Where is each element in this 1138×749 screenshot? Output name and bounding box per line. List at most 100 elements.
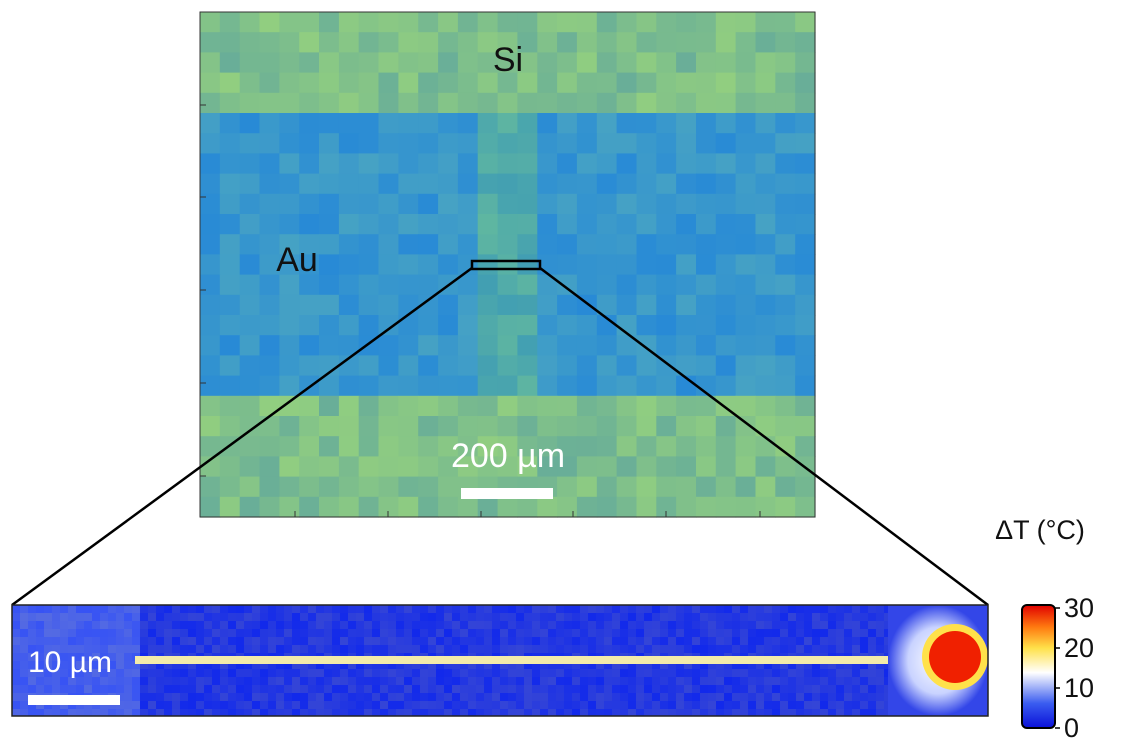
map-cell — [852, 629, 860, 637]
map-cell — [517, 113, 537, 134]
map-cell — [339, 396, 359, 417]
map-cell — [252, 685, 260, 693]
map-cell — [364, 605, 372, 613]
map-cell — [319, 52, 339, 73]
map-cell — [240, 295, 260, 316]
map-cell — [28, 605, 36, 613]
map-cell — [204, 685, 212, 693]
map-cell — [772, 685, 780, 693]
map-cell — [438, 214, 458, 235]
map-cell — [604, 621, 612, 629]
map-cell — [418, 416, 438, 437]
map-cell — [668, 685, 676, 693]
map-cell — [617, 497, 637, 518]
map-cell — [220, 605, 228, 613]
map-cell — [780, 605, 788, 613]
map-cell — [140, 693, 148, 701]
map-cell — [164, 669, 172, 677]
map-cell — [868, 709, 876, 716]
map-cell — [780, 669, 788, 677]
map-cell — [398, 12, 418, 33]
map-cell — [692, 605, 700, 613]
map-cell — [388, 637, 396, 645]
map-cell — [356, 645, 364, 653]
map-cell — [100, 629, 108, 637]
map-cell — [108, 613, 116, 621]
map-cell — [240, 477, 260, 498]
map-cell — [696, 456, 716, 477]
map-cell — [537, 214, 557, 235]
map-cell — [116, 605, 124, 613]
map-cell — [220, 113, 240, 134]
map-cell — [517, 93, 537, 114]
map-cell — [124, 645, 132, 653]
map-cell — [596, 621, 604, 629]
map-cell — [692, 621, 700, 629]
map-cell — [652, 701, 660, 709]
map-cell — [359, 275, 379, 296]
map-cell — [379, 52, 399, 73]
map-cell — [748, 645, 756, 653]
map-cell — [696, 174, 716, 195]
map-cell — [637, 355, 657, 376]
map-cell — [468, 637, 476, 645]
map-cell — [319, 12, 339, 33]
map-cell — [484, 693, 492, 701]
map-cell — [260, 701, 268, 709]
map-cell — [628, 605, 636, 613]
map-cell — [164, 709, 172, 716]
map-cell — [468, 613, 476, 621]
map-cell — [220, 12, 240, 33]
map-cell — [252, 605, 260, 613]
map-cell — [380, 685, 388, 693]
map-cell — [412, 645, 420, 653]
map-cell — [676, 645, 684, 653]
map-cell — [716, 234, 736, 255]
map-cell — [708, 669, 716, 677]
map-cell — [116, 629, 124, 637]
map-cell — [540, 669, 548, 677]
map-cell — [220, 52, 240, 73]
map-cell — [740, 685, 748, 693]
map-cell — [517, 133, 537, 154]
map-cell — [556, 709, 564, 716]
map-cell — [388, 645, 396, 653]
map-cell — [418, 497, 438, 518]
map-cell — [484, 605, 492, 613]
map-cell — [637, 194, 657, 215]
map-cell — [418, 315, 438, 336]
map-cell — [660, 637, 668, 645]
map-cell — [92, 613, 100, 621]
map-cell — [438, 73, 458, 94]
map-cell — [252, 613, 260, 621]
label-si: Si — [493, 41, 523, 79]
map-cell — [524, 637, 532, 645]
map-cell — [332, 605, 340, 613]
map-cell — [652, 613, 660, 621]
map-cell — [20, 677, 28, 685]
map-cell — [676, 214, 696, 235]
map-cell — [364, 693, 372, 701]
map-cell — [20, 629, 28, 637]
map-cell — [148, 709, 156, 716]
map-cell — [300, 613, 308, 621]
map-cell — [668, 613, 676, 621]
map-cell — [756, 214, 776, 235]
map-cell — [460, 629, 468, 637]
map-cell — [756, 32, 776, 53]
map-cell — [537, 234, 557, 255]
map-cell — [716, 701, 724, 709]
map-cell — [696, 194, 716, 215]
map-cell — [537, 174, 557, 195]
map-cell — [212, 645, 220, 653]
map-cell — [420, 693, 428, 701]
map-cell — [748, 621, 756, 629]
map-cell — [617, 194, 637, 215]
map-cell — [412, 605, 420, 613]
map-cell — [537, 315, 557, 336]
map-cell — [540, 613, 548, 621]
map-cell — [299, 52, 319, 73]
map-cell — [537, 93, 557, 114]
map-cell — [617, 113, 637, 134]
map-cell — [404, 605, 412, 613]
